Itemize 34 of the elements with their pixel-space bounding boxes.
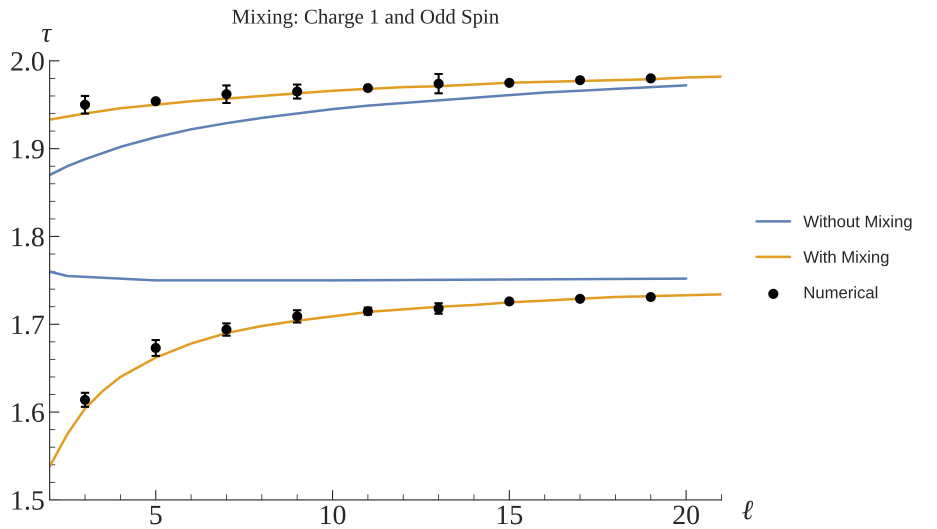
line-series — [50, 84, 688, 176]
point — [80, 100, 90, 110]
chart-title: Mixing: Charge 1 and Odd Spin — [232, 9, 499, 28]
point — [504, 296, 514, 307]
line-series — [50, 293, 722, 468]
point — [292, 86, 302, 97]
y-tick-label: 2.0 — [11, 52, 44, 71]
x-tick-label: 15 — [498, 506, 522, 524]
point — [221, 89, 232, 100]
point — [574, 294, 586, 304]
x-tick-label: 5 — [150, 506, 162, 524]
y-tick-label: 1.9 — [12, 140, 44, 159]
point — [646, 292, 656, 302]
point — [504, 78, 514, 88]
line-series — [50, 270, 688, 282]
point — [292, 311, 302, 322]
legend-label: With Mixing — [803, 250, 888, 266]
y-axis-title: τ — [42, 28, 52, 42]
x-axis-title: ℓ — [742, 500, 754, 520]
point — [80, 394, 90, 405]
legend-label: Without Mixing — [803, 215, 912, 231]
point — [150, 342, 161, 354]
point — [434, 78, 444, 89]
point — [150, 96, 161, 106]
point — [646, 73, 656, 84]
x-tick-label: 20 — [673, 506, 699, 524]
y-tick-label: 1.7 — [12, 316, 44, 334]
y-tick-label: 1.5 — [12, 491, 44, 510]
point — [574, 75, 586, 86]
y-tick-label: 1.8 — [12, 228, 44, 246]
legend-label: Numerical — [804, 286, 878, 298]
point — [362, 82, 373, 94]
y-tick-label: 1.6 — [12, 403, 44, 422]
x-tick-label: 10 — [321, 506, 346, 524]
